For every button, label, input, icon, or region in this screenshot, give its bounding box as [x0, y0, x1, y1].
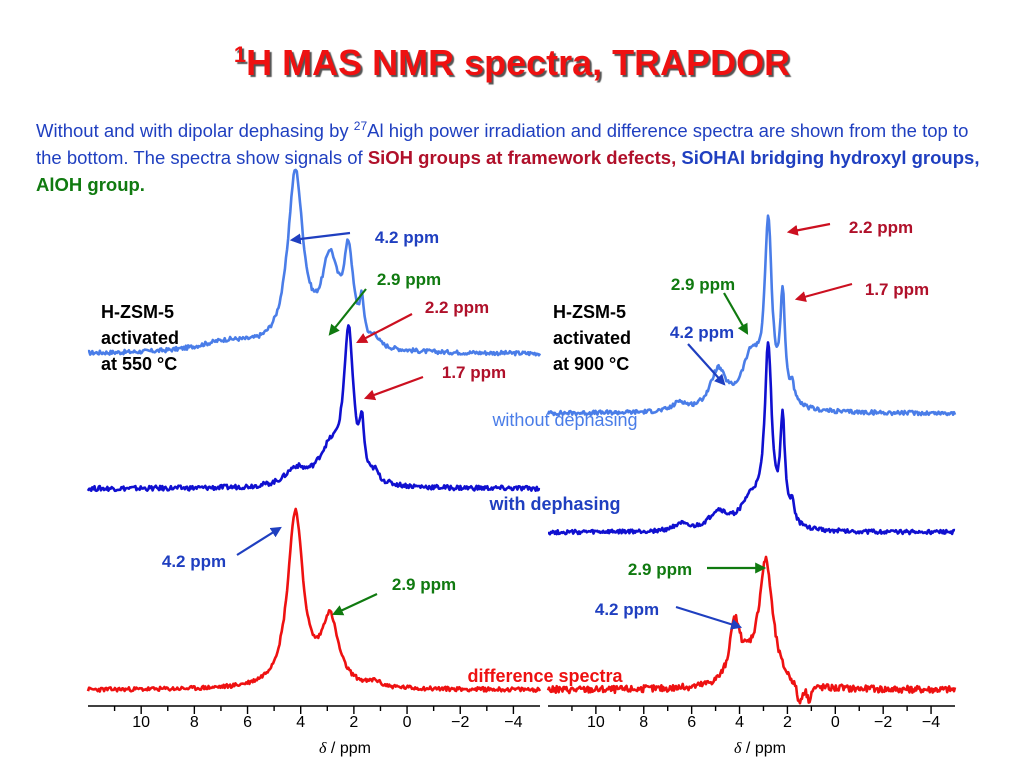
- series-label-difference: difference spectra: [467, 666, 623, 686]
- peak-annotation: 2.2 ppm: [425, 298, 489, 317]
- peak-annotation: 2.9 ppm: [628, 560, 692, 579]
- annotation-arrow: [723, 292, 749, 335]
- spectrum-with-1: [86, 324, 541, 493]
- x-axis-unit: / ppm: [326, 740, 370, 757]
- annotation-arrow: [289, 231, 351, 245]
- annotation-arrow: [794, 282, 853, 302]
- desc-superscript: 27: [353, 118, 368, 133]
- annotation-arrow: [363, 375, 424, 401]
- peak-annotation: 2.9 ppm: [671, 275, 735, 294]
- spectrum-difference-2: [546, 555, 957, 705]
- series-label-without: without dephasing: [491, 410, 637, 430]
- sample-label-1: H-ZSM-5: [101, 302, 174, 322]
- plots-group: [86, 168, 957, 714]
- annotation-arrow: [687, 343, 726, 386]
- peak-annotation: 1.7 ppm: [865, 280, 929, 299]
- desc-siohal: SiOHAl bridging hydroxyl groups: [681, 147, 975, 168]
- desc-sioh: SiOH groups at framework defects: [367, 147, 672, 168]
- sample-label-2: activated: [553, 328, 631, 348]
- peak-annotation: 4.2 ppm: [670, 323, 734, 342]
- x-axis-unit: / ppm: [741, 740, 785, 757]
- tick-label: 4: [735, 714, 744, 731]
- peak-annotation: 4.2 ppm: [162, 552, 226, 571]
- slide-title: 1H MAS NMR spectra, TRAPDOR: [0, 42, 1024, 84]
- desc-comma2: ,: [974, 147, 980, 168]
- tick-label: 6: [243, 714, 252, 731]
- description: Without and with dipolar dephasing by 27…: [36, 117, 996, 198]
- annotation-arrow: [332, 593, 378, 616]
- peak-annotation: 1.7 ppm: [442, 363, 506, 382]
- peak-annotation: 4.2 ppm: [375, 228, 439, 247]
- tick-label: 10: [587, 714, 605, 731]
- x-axis-symbol: δ: [319, 740, 327, 757]
- tick-label: −2: [874, 714, 892, 731]
- tick-label: 2: [783, 714, 792, 731]
- tick-label: −2: [451, 714, 469, 731]
- tick-label: 8: [639, 714, 648, 731]
- peak-annotation: 2.2 ppm: [849, 218, 913, 237]
- tick-label: 2: [349, 714, 358, 731]
- annotation-arrow: [356, 313, 413, 344]
- x-axis-label-1: δ / ppm: [319, 740, 371, 757]
- tick-label: 10: [132, 714, 150, 731]
- spectrum-difference-1: [86, 507, 542, 693]
- labels-group: 10 8 6 4 2 0 −2 −4 δ / ppm H-ZSM-5 activated at 550…: [101, 218, 940, 757]
- sample-label-1: at 550 °C: [101, 354, 177, 374]
- tick-label: 6: [687, 714, 696, 731]
- annotation-arrow: [328, 288, 367, 336]
- desc-comma1: ,: [671, 147, 682, 168]
- spectrum-with-2: [547, 341, 956, 536]
- tick-label: 0: [403, 714, 412, 731]
- annotation-arrow: [675, 605, 743, 630]
- desc-part2: Al high power irradiation and difference…: [36, 120, 969, 168]
- desc-aloh: AlOH group.: [36, 174, 145, 195]
- annotation-arrow: [786, 222, 831, 236]
- peak-annotation: 4.2 ppm: [595, 600, 659, 619]
- tick-label: 4: [296, 714, 305, 731]
- x-axis-symbol: δ: [734, 740, 742, 757]
- sample-label-2: at 900 °C: [553, 354, 629, 374]
- title-superscript: 1: [233, 42, 247, 67]
- sample-label-2: H-ZSM-5: [553, 302, 626, 322]
- sample-label-1: activated: [101, 328, 179, 348]
- peak-annotation: 2.9 ppm: [377, 270, 441, 289]
- peak-annotation: 2.9 ppm: [392, 575, 456, 594]
- annotation-arrow: [236, 526, 282, 556]
- title-text: H MAS NMR spectra, TRAPDOR: [246, 42, 791, 83]
- series-label-with: with dephasing: [488, 494, 620, 514]
- spectrum-without-1: [87, 168, 542, 357]
- tick-label: −4: [922, 714, 940, 731]
- spectrum-without-2: [546, 214, 957, 417]
- x-axis-label-2: δ / ppm: [734, 740, 786, 757]
- tick-label: −4: [504, 714, 522, 731]
- desc-part1: Without and with dipolar dephasing by: [36, 120, 354, 141]
- tick-label: 8: [190, 714, 199, 731]
- tick-label: 0: [831, 714, 840, 731]
